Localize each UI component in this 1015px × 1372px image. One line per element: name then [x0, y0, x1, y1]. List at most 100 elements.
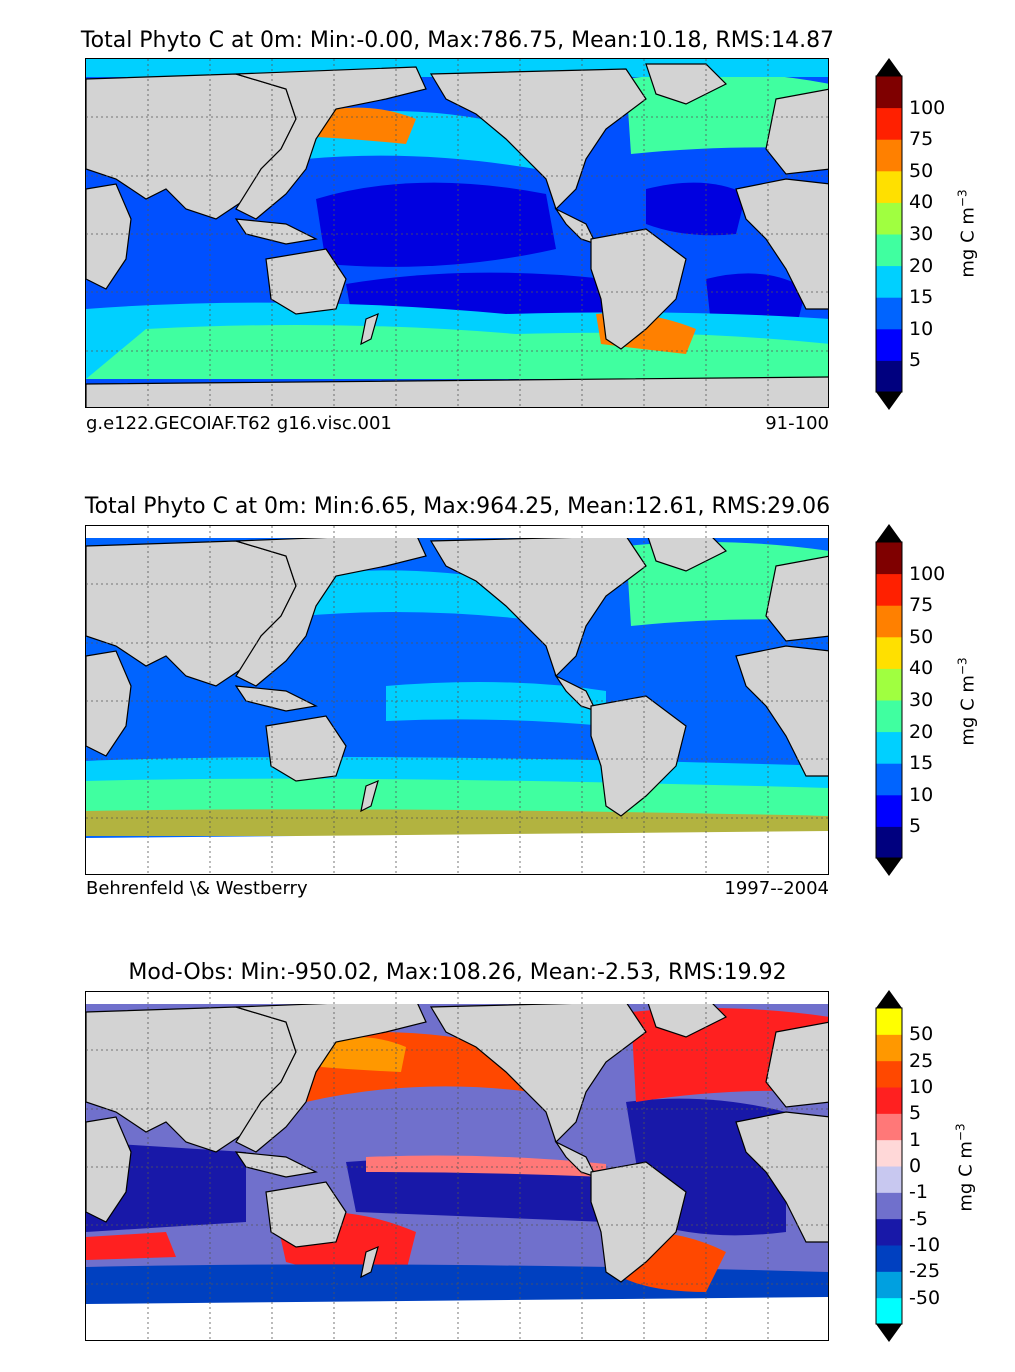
north-america	[429, 68, 647, 211]
australia	[265, 1181, 347, 1248]
southern-ocean-fronts	[86, 809, 828, 836]
map-model-minus-obs	[85, 991, 829, 1341]
colorbar-tick-label: 10	[909, 317, 934, 340]
central-america	[554, 207, 598, 246]
colorbar-segment	[876, 573, 902, 606]
colorbar-tick-label: 40	[909, 191, 934, 214]
australia	[265, 248, 347, 315]
missing-data-antarctic	[86, 831, 828, 874]
colorbar-segment	[876, 605, 902, 638]
graticule	[86, 992, 828, 1340]
asia-east	[235, 533, 427, 687]
colorbar-segment	[876, 1271, 902, 1299]
colorbar-segment	[876, 542, 902, 575]
colorbar-tick-label: 50	[909, 1023, 934, 1046]
colorbar-segment	[876, 1192, 902, 1220]
africa-west	[735, 178, 828, 310]
north-america	[429, 1001, 647, 1144]
colorbar-segment	[876, 1060, 902, 1088]
colorbar-frame	[875, 75, 903, 393]
map-observed-phyto-c	[85, 525, 829, 875]
colorbar-segment	[876, 1034, 902, 1062]
colorbar-frame	[875, 1007, 903, 1325]
maritime-asia	[234, 1151, 318, 1178]
africa-east	[86, 650, 132, 757]
asia-east	[235, 66, 427, 220]
colorbar-segment	[876, 1008, 902, 1035]
colorbar-segment	[876, 668, 902, 701]
colorbar-graphic	[875, 990, 903, 1342]
landmasses	[86, 530, 828, 817]
new-zealand	[360, 1245, 379, 1279]
central-america	[554, 674, 598, 713]
unit-text: mg C m	[957, 207, 979, 278]
unit-text: mg C m	[957, 675, 979, 746]
panel-right-label: 1997--2004	[724, 878, 829, 899]
colorbar-tick-label: 5	[909, 349, 922, 372]
colorbar-segment	[876, 297, 902, 330]
north-america	[429, 535, 647, 678]
colorbar-tick-label: 75	[909, 594, 934, 617]
equatorial-pacific-band	[386, 682, 606, 726]
new-zealand	[360, 779, 379, 813]
colorbar-tick-label: -10	[909, 1234, 941, 1256]
colorbar-frame	[875, 541, 903, 859]
central-america	[554, 1140, 598, 1179]
colorbar-tick-label: -25	[909, 1260, 941, 1283]
map-model-phyto-c	[85, 58, 829, 408]
colorbar-graphic	[875, 58, 903, 410]
colorbar-extend-max	[876, 524, 902, 542]
colorbar-tick-label: 5	[909, 1102, 922, 1125]
colorbar-tick-label: 20	[909, 254, 934, 277]
colorbar-tick-label: 5	[909, 815, 922, 838]
colorbar-tick-label: 40	[909, 657, 934, 680]
colorbar-extend-min	[876, 858, 902, 876]
colorbar-segment	[876, 1139, 902, 1167]
colorbar-tick-label: -5	[909, 1207, 928, 1230]
map-plot	[86, 992, 828, 1340]
unit-text: mg C m	[955, 1141, 977, 1212]
missing-data-antarctic	[86, 1297, 828, 1340]
africa-west	[735, 645, 828, 777]
colorbar-tick-label: 15	[909, 286, 934, 309]
europe	[765, 1021, 828, 1108]
colorbar-tick-label: -1	[909, 1181, 928, 1204]
new-zealand	[360, 312, 379, 346]
south-america	[590, 695, 687, 817]
asia-east	[235, 999, 427, 1153]
colorbar-segment	[876, 636, 902, 669]
unit-exponent: −3	[953, 1123, 968, 1142]
colorbar-segment	[876, 1245, 902, 1272]
colorbar	[875, 58, 903, 410]
colorbar-segment	[876, 328, 902, 361]
colorbar-segment	[876, 1113, 902, 1141]
colorbar	[875, 990, 903, 1342]
colorbar-segment	[876, 202, 902, 235]
colorbar-segment	[876, 265, 902, 298]
colorbar-tick-label: 10	[909, 1076, 934, 1098]
colorbar-tick-label: 10	[909, 783, 934, 806]
colorbar-segment	[876, 1166, 902, 1193]
europe	[765, 88, 828, 175]
colorbar-tick-label: 1	[909, 1128, 922, 1151]
colorbar-extend-max	[876, 990, 902, 1008]
colorbar-tick-label: 20	[909, 720, 934, 743]
colorbar-tick-label: 50	[909, 159, 934, 182]
colorbar-tick-label: 25	[909, 1049, 934, 1072]
africa-east	[86, 1116, 132, 1223]
colorbar-tick-label: 0	[909, 1155, 922, 1177]
maritime-asia	[234, 685, 318, 712]
colorbar-segment	[876, 1297, 902, 1325]
africa-west	[735, 1111, 828, 1243]
colorbar-extend-min	[876, 392, 902, 410]
north-pacific-gyre	[316, 182, 556, 267]
panel-right-label: 91-100	[765, 413, 829, 434]
equatorial-pacific-high	[366, 1155, 606, 1177]
panel-left-label: Behrenfeld \& Westberry	[86, 878, 308, 899]
colorbar-segment	[876, 107, 902, 140]
colorbar-extend-max	[876, 58, 902, 76]
panel-left-label: g.e122.GECOIAF.T62 g16.visc.001	[86, 413, 392, 434]
missing-data-arctic	[86, 992, 828, 1004]
colorbar-tick-label: -50	[909, 1286, 941, 1309]
colorbar-segment	[876, 794, 902, 827]
